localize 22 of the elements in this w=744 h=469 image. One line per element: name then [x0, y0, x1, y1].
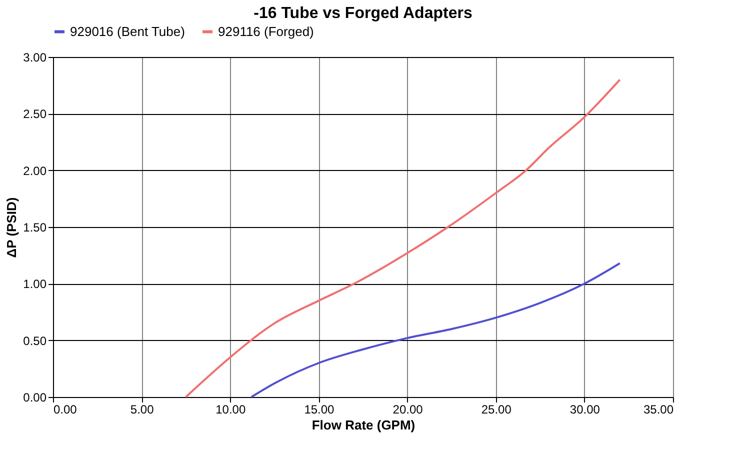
legend-label: 929116 (Forged) — [218, 24, 314, 39]
line-series — [184, 78, 621, 398]
x-tick-label: 30.00 — [570, 402, 600, 416]
y-tick-label: 1.50 — [23, 220, 47, 234]
legend-label: 929016 (Bent Tube) — [70, 24, 185, 39]
y-tick-label: 0.50 — [23, 334, 47, 348]
x-tick-label: 25.00 — [481, 402, 512, 416]
x-tick-label: 5.00 — [130, 402, 154, 416]
x-tick-label: 15.00 — [304, 402, 335, 416]
y-tick-label: 2.50 — [23, 107, 47, 122]
y-tick-label: 2.00 — [23, 164, 47, 178]
x-tick-label: 0.00 — [54, 402, 78, 416]
line-series — [250, 262, 621, 398]
x-tick-label: 10.00 — [216, 402, 246, 416]
y-axis-title: ΔP (PSID) — [4, 197, 20, 258]
x-axis-title: Flow Rate (GPM) — [312, 418, 416, 432]
x-tick-label: 20.00 — [392, 402, 424, 416]
y-tick-label: 3.00 — [23, 50, 47, 64]
chart-title: -16 Tube vs Forged Adapters — [254, 5, 472, 22]
x-tick-label: 35.00 — [643, 402, 674, 416]
y-tick-label: 0.00 — [23, 390, 47, 404]
y-tick-label: 1.00 — [23, 277, 47, 292]
